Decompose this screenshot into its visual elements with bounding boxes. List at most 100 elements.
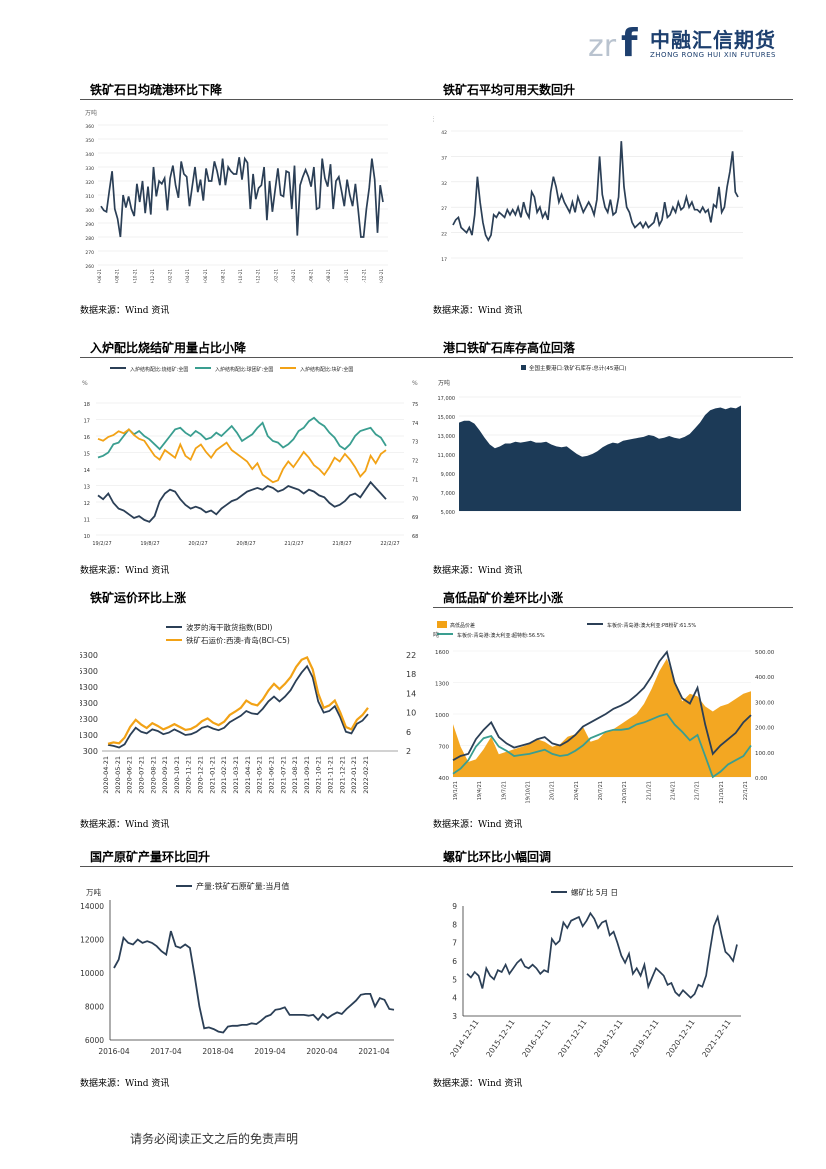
x-tick-label: 21/4/21 (671, 781, 677, 800)
svg-text:zr: zr (588, 29, 617, 62)
data-source: 数据来源：Wind 资讯 (80, 566, 170, 576)
legend-swatch (437, 621, 447, 628)
x-tick-label: 2017-04 (150, 1047, 182, 1056)
y-tick-label: 22 (441, 232, 447, 238)
y-tick-label-right: 22 (406, 651, 416, 660)
y-tick-label-right: 71 (412, 477, 418, 483)
x-tick-label: 2020-04-21 (102, 756, 110, 794)
x-tick-label: 2020-12-11 (664, 1018, 697, 1059)
x-tick-label: 20-02-21 (168, 269, 173, 283)
series-line (452, 650, 752, 761)
x-tick-label: 20-12-21 (256, 269, 261, 283)
y-tick-label: 1000 (435, 713, 449, 719)
x-tick-label: 2020-04 (306, 1047, 338, 1056)
chart-furnace-ratio: 入炉结构配比:烧结矿:全国 入炉结构配比:球团矿:全国 入炉结构配比:块矿:全国%%… (82, 366, 418, 547)
logo-english-name: ZHONG RONG HUI XIN FUTURES (650, 51, 776, 59)
y-tick-label: 270 (85, 250, 94, 256)
legend-swatch (521, 365, 526, 370)
x-tick-label: 19/8/27 (140, 541, 159, 547)
y-tick-label: 11 (84, 518, 90, 524)
y-tick-label: 320 (85, 180, 94, 186)
x-tick-label: 2020-08-21 (149, 756, 157, 794)
y-tick-label: 6 (452, 957, 457, 966)
x-tick-label: 2021-10-21 (315, 756, 323, 794)
y-tick-label-right: 74 (412, 421, 418, 427)
series-line (452, 141, 739, 243)
series-line (100, 156, 384, 238)
y-tick-label: 5 (452, 975, 457, 984)
x-tick-label: 20/7/21 (598, 781, 604, 800)
x-tick-label: 2021-02-21 (220, 756, 228, 794)
x-tick-label: 2020-06-21 (126, 756, 134, 794)
x-tick-label: 21-02-21 (273, 269, 278, 283)
panel-divider (433, 357, 793, 358)
y-tick-label: 360 (85, 124, 94, 130)
x-tick-label: 20/2/27 (188, 541, 207, 547)
chart-port-inventory: 全国主要港口:铁矿石库存:总计(45港口) 万吨 17,000 15,000 13,00… (438, 364, 741, 516)
x-tick-label: 21/8/27 (332, 541, 351, 547)
x-tick-label: 2022-01-21 (350, 756, 358, 794)
y-tick-label: 13 (84, 485, 90, 491)
x-tick-label: 2021-03-21 (232, 756, 240, 794)
y-tick-label-right: 0.00 (755, 776, 768, 782)
y-tick-label: 310 (85, 194, 94, 200)
x-tick-label: 19/4/21 (477, 781, 483, 800)
panel-divider (80, 357, 440, 358)
y-tick-label: 12000 (80, 936, 104, 945)
series-line (97, 480, 387, 523)
series-area (459, 405, 741, 511)
x-tick-label: 2015-12-11 (484, 1018, 517, 1059)
y-tick-label: 9,000 (441, 472, 455, 478)
y-tick-label: 1300 (80, 731, 98, 740)
y-tick-label: 1600 (435, 650, 449, 656)
y-tick-label: 27 (441, 206, 447, 212)
data-source: 数据来源：Wind 资讯 (80, 820, 170, 830)
panel-title: 铁矿运价环比上涨 (90, 591, 187, 605)
legend-label: 全国主要港口:铁矿石库存:总计(45港口) (529, 364, 627, 372)
panel-title: 铁矿石日均疏港环比下降 (90, 83, 223, 97)
y-tick-label: 42 (441, 130, 447, 136)
y-tick-label-right: 400.00 (755, 675, 775, 681)
y-tick-label: 1300 (435, 682, 449, 688)
x-tick-label: 2021-01-21 (208, 756, 216, 794)
x-tick-label: 19/7/21 (501, 781, 507, 800)
x-tick-label: 2019-04 (254, 1047, 286, 1056)
y-tick-label: 10000 (80, 969, 104, 978)
legend-label: 螺矿比 5月 日 (571, 887, 618, 897)
x-tick-label: 2021-04-21 (244, 756, 252, 794)
panel-title: 螺矿比环比小幅回调 (443, 850, 552, 864)
legend-label: 入炉结构配比:块矿:全国 (300, 366, 353, 373)
y-tick-label: 7,000 (441, 491, 455, 497)
series-line (97, 428, 387, 484)
legend-label: 车板价:青岛港:澳大利亚:超特粉:56.5% (457, 632, 545, 639)
y-tick-label: 14000 (80, 902, 104, 911)
y-tick-label-right: 10 (406, 709, 416, 718)
y-tick-label: 6000 (85, 1036, 104, 1045)
data-source: 数据来源：Wind 资讯 (433, 820, 523, 830)
y-axis-label: 万吨 (438, 379, 450, 387)
y-tick-label: 3300 (80, 699, 98, 708)
y-tick-label: 330 (85, 166, 94, 172)
series-line (113, 930, 395, 1034)
x-tick-label: 2016-12-11 (520, 1018, 553, 1059)
panel-title: 国产原矿产量环比回升 (90, 850, 211, 864)
x-tick-label: 20/4/21 (574, 781, 580, 800)
series-line (97, 416, 387, 459)
y-tick-label: 300 (85, 208, 94, 214)
y-tick-label: 290 (85, 222, 94, 228)
series-line (452, 712, 752, 779)
y-tick-label: 15 (84, 452, 90, 458)
panel-title: 港口铁矿石库存高位回落 (443, 341, 576, 355)
y-tick-label: 340 (85, 152, 94, 158)
panel-divider (433, 607, 793, 608)
y-tick-label-right: 72 (412, 459, 418, 465)
x-tick-label: 2021-07-21 (279, 756, 287, 794)
x-tick-label: 2019-12-11 (628, 1018, 661, 1059)
panel-divider (80, 99, 440, 100)
y-tick-label: 13,000 (438, 434, 456, 440)
y-tick-label: 8 (452, 920, 457, 929)
x-tick-label: 19-08-21 (115, 269, 120, 283)
x-tick-label: 2021-06-21 (267, 756, 275, 794)
data-source: 数据来源：Wind 资讯 (433, 1079, 523, 1089)
